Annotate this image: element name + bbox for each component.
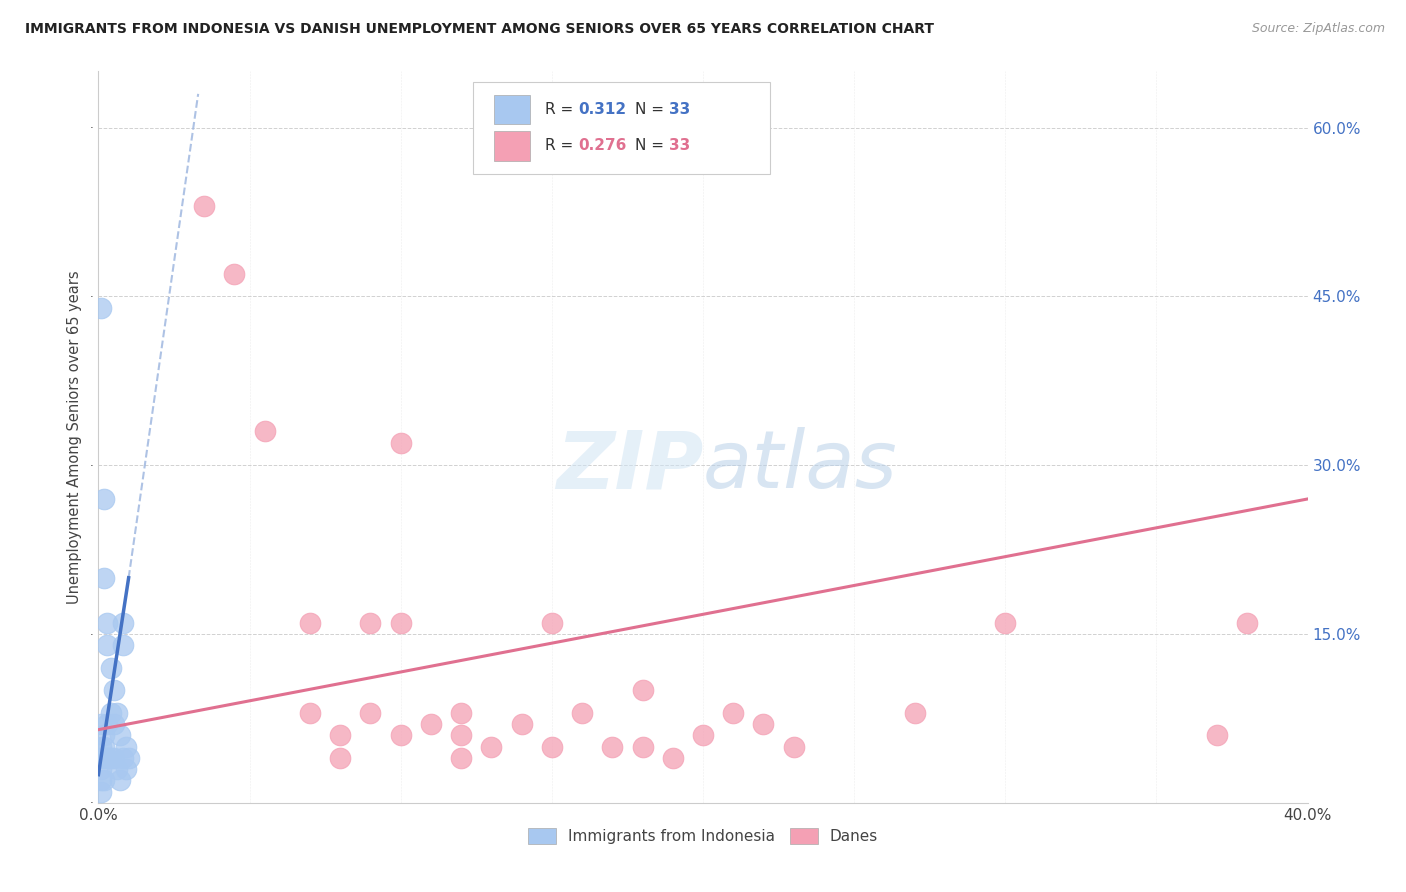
- Legend: Immigrants from Indonesia, Danes: Immigrants from Indonesia, Danes: [522, 822, 884, 850]
- Point: [118, 751, 141, 765]
- Text: Source: ZipAtlas.com: Source: ZipAtlas.com: [1251, 22, 1385, 36]
- Text: R =: R =: [544, 138, 578, 153]
- Text: ZIP: ZIP: [555, 427, 703, 506]
- Point: [994, 615, 1017, 630]
- Point: [96, 717, 118, 731]
- Point: [90, 717, 112, 731]
- FancyBboxPatch shape: [474, 82, 769, 174]
- Point: [108, 728, 131, 742]
- Text: 0.312: 0.312: [578, 102, 627, 117]
- Point: [96, 615, 118, 630]
- Point: [93, 773, 115, 788]
- Point: [90, 773, 112, 788]
- Point: [108, 773, 131, 788]
- Text: 0.276: 0.276: [578, 138, 627, 153]
- Point: [510, 717, 533, 731]
- Point: [631, 739, 654, 754]
- FancyBboxPatch shape: [494, 131, 530, 161]
- Y-axis label: Unemployment Among Seniors over 65 years: Unemployment Among Seniors over 65 years: [67, 270, 82, 604]
- Text: atlas: atlas: [703, 427, 898, 506]
- Point: [420, 717, 443, 731]
- Point: [90, 739, 112, 754]
- Point: [100, 661, 122, 675]
- Point: [90, 751, 112, 765]
- Point: [105, 762, 128, 776]
- Point: [96, 638, 118, 652]
- Point: [752, 717, 775, 731]
- Point: [111, 638, 134, 652]
- Text: IMMIGRANTS FROM INDONESIA VS DANISH UNEMPLOYMENT AMONG SENIORS OVER 65 YEARS COR: IMMIGRANTS FROM INDONESIA VS DANISH UNEM…: [25, 22, 935, 37]
- Point: [904, 706, 927, 720]
- Text: R =: R =: [544, 102, 578, 117]
- Point: [93, 728, 115, 742]
- Point: [450, 706, 472, 720]
- Text: 33: 33: [669, 102, 690, 117]
- Point: [602, 739, 624, 754]
- Point: [105, 706, 128, 720]
- Point: [571, 706, 593, 720]
- Point: [723, 706, 745, 720]
- Point: [93, 751, 115, 765]
- Point: [360, 615, 382, 630]
- Point: [93, 739, 115, 754]
- Point: [450, 728, 472, 742]
- Text: N =: N =: [636, 138, 669, 153]
- Point: [389, 728, 412, 742]
- Point: [631, 683, 654, 698]
- Point: [450, 751, 472, 765]
- Point: [389, 435, 412, 450]
- Point: [114, 762, 136, 776]
- Point: [103, 717, 125, 731]
- Point: [253, 425, 276, 439]
- Text: N =: N =: [636, 102, 669, 117]
- Point: [540, 615, 562, 630]
- Point: [111, 615, 134, 630]
- Point: [1236, 615, 1258, 630]
- Point: [100, 751, 122, 765]
- Point: [90, 762, 112, 776]
- Point: [100, 706, 122, 720]
- Point: [661, 751, 683, 765]
- Point: [111, 751, 134, 765]
- Point: [329, 751, 352, 765]
- Point: [481, 739, 503, 754]
- FancyBboxPatch shape: [494, 95, 530, 124]
- Point: [90, 784, 112, 798]
- Point: [389, 615, 412, 630]
- Point: [299, 615, 322, 630]
- Point: [224, 267, 246, 281]
- Point: [540, 739, 562, 754]
- Point: [1206, 728, 1229, 742]
- Point: [299, 706, 322, 720]
- Point: [114, 739, 136, 754]
- Point: [360, 706, 382, 720]
- Text: 33: 33: [669, 138, 690, 153]
- Point: [783, 739, 806, 754]
- Point: [96, 751, 118, 765]
- Point: [93, 571, 115, 585]
- Point: [329, 728, 352, 742]
- Point: [90, 301, 112, 315]
- Point: [193, 199, 215, 213]
- Point: [103, 683, 125, 698]
- Point: [103, 751, 125, 765]
- Point: [93, 491, 115, 506]
- Point: [692, 728, 714, 742]
